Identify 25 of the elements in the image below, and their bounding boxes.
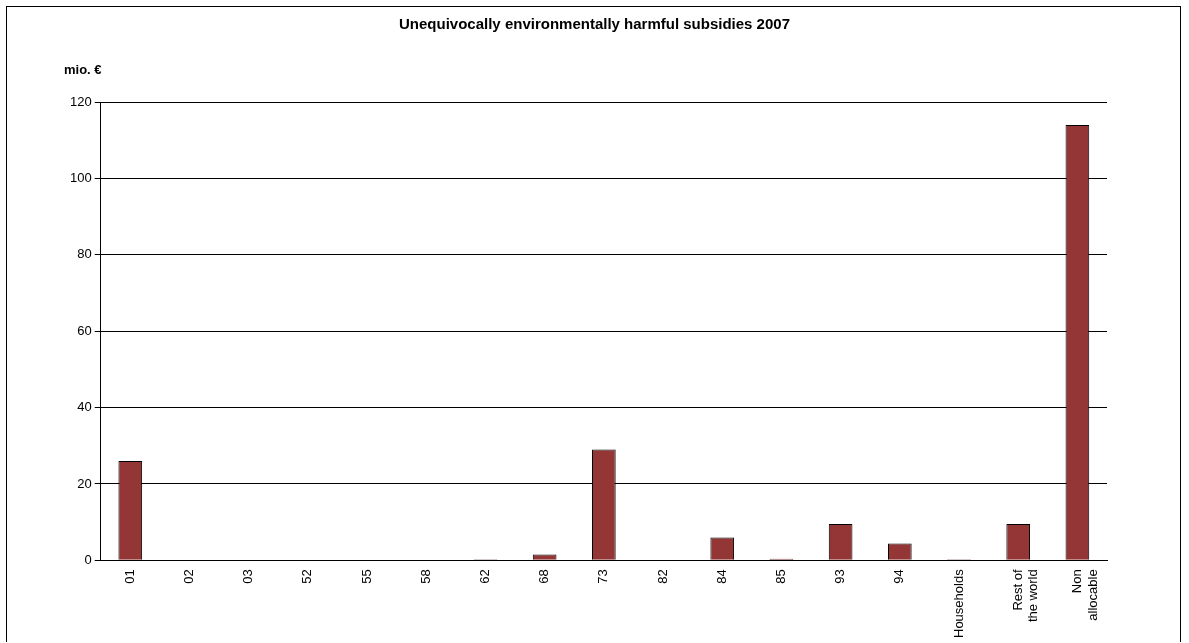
x-tick-label: 52 (299, 569, 315, 584)
x-tick-label: 82 (654, 569, 670, 584)
x-tick-label: Households (950, 568, 966, 638)
x-tick-label: 01 (121, 569, 137, 584)
x-tick-label: 62 (477, 569, 493, 584)
x-tick-label: 02 (181, 569, 197, 584)
x-tick-label: 68 (536, 569, 552, 584)
y-tick-label: 0 (84, 551, 92, 567)
x-tick-label: 03 (240, 569, 256, 584)
x-tick-label: 58 (417, 569, 433, 584)
chart-title: Unequivocally environmentally harmful subsidies 2007 (398, 15, 791, 32)
x-tick-label: 94 (891, 569, 907, 584)
y-tick-label: 120 (69, 93, 92, 109)
x-tick-label: Rest of the world (1009, 568, 1041, 623)
y-tick-label: 60 (77, 322, 92, 338)
y-tick-label: 100 (69, 169, 92, 185)
y-tick-label: 40 (77, 399, 92, 415)
x-tick-label: 73 (595, 569, 611, 584)
x-tick-label: 93 (832, 569, 848, 584)
x-tick-label: 55 (358, 569, 374, 584)
x-tick-label: 85 (773, 569, 789, 584)
y-axis-title: mio. € (64, 62, 102, 77)
x-tick-label: 84 (713, 569, 729, 584)
y-tick-label: 80 (77, 246, 92, 262)
y-tick-label: 20 (77, 475, 92, 491)
